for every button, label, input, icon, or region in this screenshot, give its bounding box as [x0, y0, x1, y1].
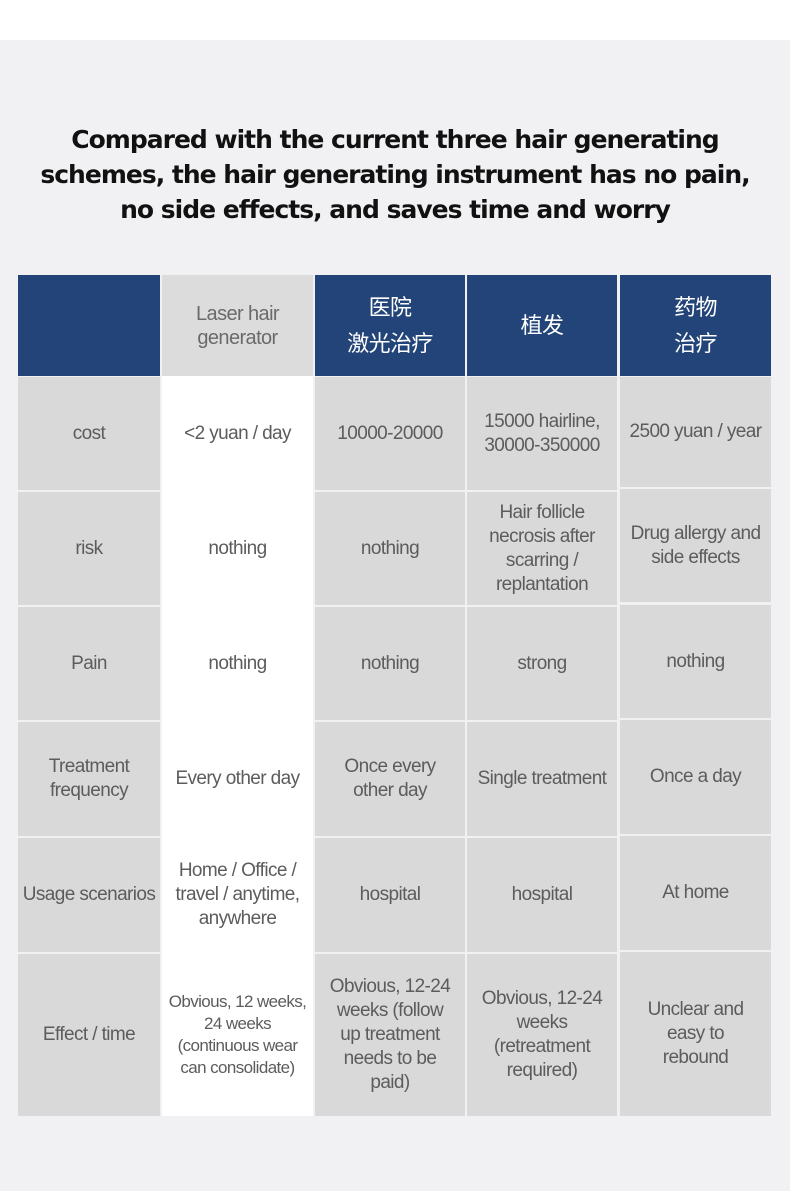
cell-cost-medication: 2500 yuan / year: [620, 377, 771, 487]
row-label-pain: Pain: [18, 607, 160, 720]
cell-usage-laser: Home / Office / travel / anytime, anywhe…: [175, 860, 301, 929]
cell-frequency-medication: Once a day: [620, 720, 771, 834]
cell-pain-hospital: nothing: [315, 607, 465, 720]
cell-effect-medication: Unclear and easy to rebound: [620, 952, 771, 1116]
cell-usage-hospital: hospital: [315, 838, 465, 952]
row-label-cost: cost: [18, 377, 160, 490]
cell-frequency-laser: Every other day: [175, 768, 300, 789]
header-laser-hair-generator: Laser hair generator: [162, 275, 313, 376]
cell-risk-transplant: Hair follicle necrosis after scarring / …: [467, 492, 617, 605]
cell-effect-hospital: Obvious, 12-24 weeks (follow up treatmen…: [315, 954, 465, 1116]
cell-cost-laser: <2 yuan / day: [184, 422, 291, 444]
cell-usage-transplant: hospital: [467, 838, 617, 952]
cell-usage-medication: At home: [620, 836, 771, 950]
cell-risk-hospital: nothing: [315, 492, 465, 605]
row-label-treatment-frequency: Treatment frequency: [18, 722, 160, 836]
cell-frequency-hospital: Once every other day: [315, 722, 465, 836]
cell-pain-medication: nothing: [620, 605, 771, 718]
cell-pain-transplant: strong: [467, 607, 617, 720]
headline: Compared with the current three hair gen…: [40, 125, 750, 224]
cell-risk-medication: Drug allergy and side effects: [620, 489, 771, 602]
row-label-risk: risk: [18, 492, 160, 605]
header-hair-transplant: 植发: [467, 275, 617, 376]
header-hospital-laser: 医院 激光治疗: [315, 275, 465, 376]
cell-risk-laser: nothing: [208, 537, 267, 559]
row-label-usage-scenarios: Usage scenarios: [18, 838, 160, 952]
laser-column-highlight: [162, 376, 313, 1116]
cell-cost-hospital: 10000-20000: [315, 377, 465, 490]
header-blank: [18, 275, 160, 376]
cell-effect-laser: Obvious, 12 weeks, 24 weeks (continuous …: [168, 992, 307, 1077]
cell-cost-transplant: 15000 hairline, 30000-350000: [467, 377, 617, 490]
header-medication: 药物 治疗: [620, 275, 771, 376]
cell-frequency-transplant: Single treatment: [467, 722, 617, 836]
row-label-effect-time: Effect / time: [18, 954, 160, 1116]
cell-pain-laser: nothing: [208, 652, 267, 674]
cell-effect-transplant: Obvious, 12-24 weeks (retreatment requir…: [467, 954, 617, 1116]
